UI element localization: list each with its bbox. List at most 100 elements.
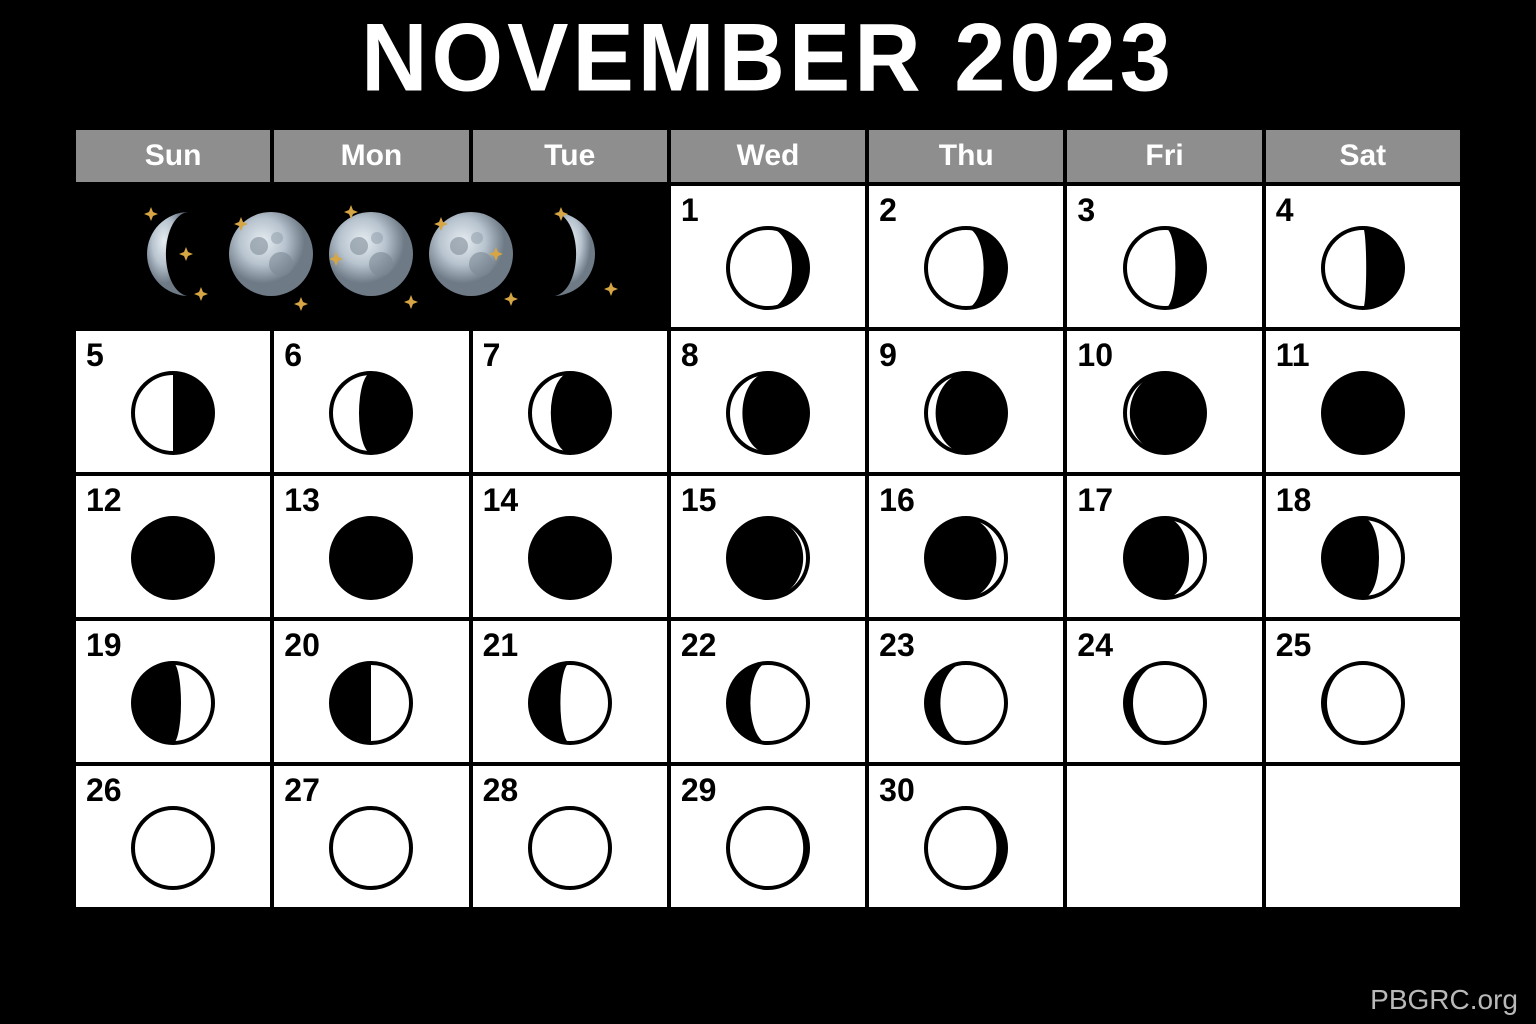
moon-phase-icon (129, 659, 217, 747)
moon-phase-icon (922, 369, 1010, 457)
page-title: NOVEMBER 2023 (0, 0, 1536, 114)
day-number: 4 (1276, 192, 1294, 229)
moon-phase-icon (526, 369, 614, 457)
moon-phase-icon (922, 224, 1010, 312)
day-number: 11 (1276, 337, 1310, 374)
calendar-day: 13 (274, 476, 472, 621)
weekday-header: Sun (72, 130, 274, 182)
moon-phase-icon (724, 514, 812, 602)
day-number: 3 (1077, 192, 1095, 229)
weekday-header-row: SunMonTueWedThuFriSat (72, 130, 1464, 182)
moon-phase-icon (327, 659, 415, 747)
calendar-day: 19 (76, 621, 274, 766)
calendar-grid: 1234567891011121314151617181920212223242… (72, 182, 1464, 911)
calendar-day: 30 (869, 766, 1067, 911)
day-number: 30 (879, 772, 915, 809)
day-number: 8 (681, 337, 699, 374)
day-number: 6 (284, 337, 302, 374)
moon-phase-icon (129, 514, 217, 602)
calendar-day: 3 (1067, 186, 1265, 331)
day-number: 12 (86, 482, 122, 519)
day-number: 14 (483, 482, 519, 519)
moon-phase-icon (129, 804, 217, 892)
moon-phase-icon (1121, 514, 1209, 602)
calendar-day: 11 (1266, 331, 1464, 476)
day-number: 23 (879, 627, 915, 664)
day-number: 21 (483, 627, 519, 664)
moon-phase-icon (1319, 514, 1407, 602)
calendar-day: 17 (1067, 476, 1265, 621)
weekday-header: Fri (1067, 130, 1265, 182)
weekday-header: Thu (869, 130, 1067, 182)
moon-phase-icon (129, 369, 217, 457)
moon-phase-icon (724, 224, 812, 312)
moon-phase-icon (724, 369, 812, 457)
moon-phase-icon (327, 804, 415, 892)
weekday-header: Wed (671, 130, 869, 182)
moon-phase-icon (1319, 369, 1407, 457)
day-number: 20 (284, 627, 320, 664)
calendar: SunMonTueWedThuFriSat 123456789101112131… (72, 130, 1464, 911)
calendar-day: 4 (1266, 186, 1464, 331)
page: NOVEMBER 2023 SunMonTueWedThuFriSat 1234… (0, 0, 1536, 1024)
calendar-day: 29 (671, 766, 869, 911)
calendar-blank (1067, 766, 1265, 911)
day-number: 9 (879, 337, 897, 374)
moon-phase-icon (724, 659, 812, 747)
calendar-blank (1266, 766, 1464, 911)
day-number: 5 (86, 337, 104, 374)
day-number: 24 (1077, 627, 1113, 664)
watermark: PBGRC.org (1370, 984, 1518, 1016)
day-number: 27 (284, 772, 320, 809)
moon-phase-icon (1121, 224, 1209, 312)
moon-phase-icon (526, 514, 614, 602)
moon-phase-icon (327, 514, 415, 602)
moon-phase-icon (1121, 369, 1209, 457)
moon-phase-icon (327, 369, 415, 457)
calendar-day: 12 (76, 476, 274, 621)
day-number: 10 (1077, 337, 1113, 374)
calendar-day: 1 (671, 186, 869, 331)
calendar-day: 27 (274, 766, 472, 911)
calendar-day: 18 (1266, 476, 1464, 621)
calendar-day: 24 (1067, 621, 1265, 766)
calendar-day: 8 (671, 331, 869, 476)
calendar-day: 20 (274, 621, 472, 766)
calendar-day: 25 (1266, 621, 1464, 766)
moon-phase-icon (526, 804, 614, 892)
calendar-day: 2 (869, 186, 1067, 331)
moon-phase-icon (922, 804, 1010, 892)
day-number: 16 (879, 482, 915, 519)
day-number: 22 (681, 627, 717, 664)
calendar-day: 16 (869, 476, 1067, 621)
day-number: 26 (86, 772, 122, 809)
day-number: 28 (483, 772, 519, 809)
day-number: 29 (681, 772, 717, 809)
calendar-day: 6 (274, 331, 472, 476)
calendar-day: 22 (671, 621, 869, 766)
weekday-header: Mon (274, 130, 472, 182)
moon-phases-art-icon (91, 186, 651, 329)
calendar-day: 7 (473, 331, 671, 476)
moon-phase-icon (1121, 659, 1209, 747)
calendar-day: 5 (76, 331, 274, 476)
day-number: 17 (1077, 482, 1113, 519)
calendar-day: 23 (869, 621, 1067, 766)
moon-phase-icon (1319, 659, 1407, 747)
weekday-header: Tue (473, 130, 671, 182)
calendar-day: 15 (671, 476, 869, 621)
day-number: 13 (284, 482, 320, 519)
moon-phase-icon (922, 514, 1010, 602)
day-number: 19 (86, 627, 122, 664)
day-number: 25 (1276, 627, 1312, 664)
moon-phase-icon (922, 659, 1010, 747)
calendar-day: 21 (473, 621, 671, 766)
calendar-day: 14 (473, 476, 671, 621)
moon-phase-icon (724, 804, 812, 892)
moon-phase-icon (526, 659, 614, 747)
day-number: 7 (483, 337, 501, 374)
day-number: 15 (681, 482, 717, 519)
day-number: 1 (681, 192, 699, 229)
day-number: 2 (879, 192, 897, 229)
weekday-header: Sat (1266, 130, 1464, 182)
